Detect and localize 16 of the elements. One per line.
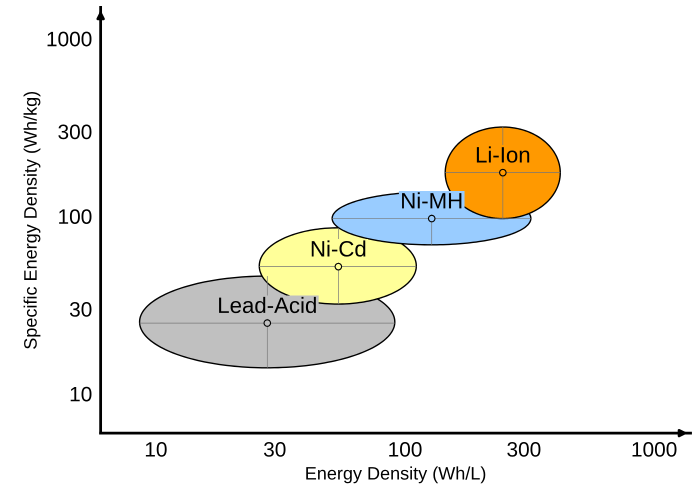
series-label: Li-Ion [476, 146, 530, 163]
series-label: Ni-Cd [312, 240, 366, 257]
y-tick-label: 1000 [48, 32, 92, 46]
x-tick-label: 1000 [632, 442, 676, 457]
x-tick-label: 10 [146, 442, 167, 457]
y-tick-label: 300 [58, 124, 92, 140]
y-tick-label: 10 [70, 386, 92, 402]
y-tick-label: 30 [70, 302, 92, 317]
x-tick-label: 30 [264, 442, 286, 457]
x-axis-title: Energy Density (Wh/L) [306, 466, 486, 484]
x-tick-label: 300 [507, 442, 540, 457]
series-label: Ni-MH [402, 192, 462, 208]
series-label: Lead-Acid [219, 296, 316, 314]
y-tick-label: 100 [59, 209, 92, 224]
x-tick-label: 100 [389, 442, 422, 457]
y-axis-title: Specific Energy Density (Wh/kg) [24, 92, 40, 349]
